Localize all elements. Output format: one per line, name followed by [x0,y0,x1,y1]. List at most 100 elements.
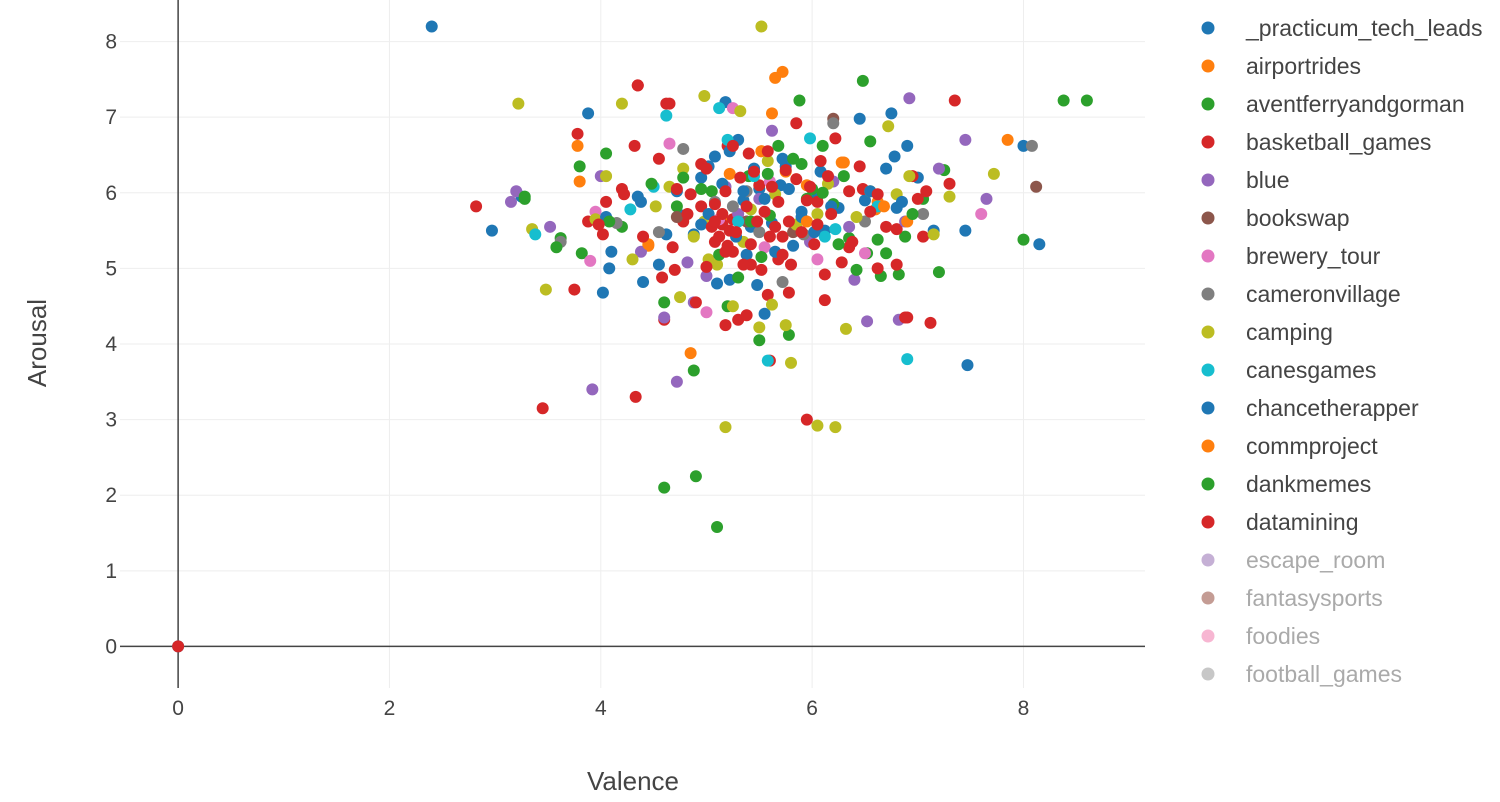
legend-marker [1201,401,1215,415]
data-point [779,164,792,177]
data-point [1030,180,1043,193]
data-point [858,194,871,207]
legend-item-camping[interactable]: camping [1201,319,1333,345]
data-point [631,79,644,92]
x-tick-labels: 0 2 4 6 8 [172,697,1029,720]
data-point [790,117,803,130]
data-point [536,402,549,415]
data-point [821,170,834,183]
data-point [899,230,912,243]
data-point [713,102,726,115]
data-point [615,97,628,110]
legend-item-fantasysports[interactable]: fantasysports [1201,585,1383,611]
legend-item-chancetherapper[interactable]: chancetherapper [1201,395,1419,421]
data-point [658,311,671,324]
zero-lines [120,0,1145,688]
data-point [861,315,874,328]
legend-item-commproject[interactable]: commproject [1201,433,1379,459]
data-point [529,228,542,241]
data-point [829,132,842,145]
data-point [832,238,845,251]
data-point [864,205,877,218]
data-point [814,155,827,168]
data-point [787,239,800,252]
data-point [634,195,647,208]
legend-item-airportrides[interactable]: airportrides [1201,53,1362,79]
data-point [695,218,708,231]
data-point [734,105,747,118]
data-point [624,203,637,216]
data-point [689,470,702,483]
data-point [600,195,613,208]
data-point [544,220,557,233]
data-point [818,230,831,243]
legend-item-escape_room[interactable]: escape_room [1201,547,1386,573]
legend-item-_practicum_tech_leads[interactable]: _practicum_tech_leads [1201,15,1483,41]
data-point [592,218,605,231]
data-point [776,152,789,165]
data-point [835,156,848,169]
data-point [858,247,871,260]
data-point [755,20,768,33]
legend-marker [1201,363,1215,377]
data-point [961,359,974,372]
data-point [660,109,673,122]
data-point [695,171,708,184]
data-point [732,271,745,284]
legend-item-blue[interactable]: blue [1201,167,1290,193]
data-point [470,200,483,213]
series-airportrides [571,65,1014,360]
legend-item-foodies[interactable]: foodies [1201,623,1321,649]
legend-label: escape_room [1246,547,1385,573]
data-point [871,233,884,246]
data-point [582,107,595,120]
data-point [943,177,956,190]
data-point [846,235,859,248]
legend-item-football_games[interactable]: football_games [1201,661,1403,687]
data-point [843,220,856,233]
data-point [959,224,972,237]
data-point [811,195,824,208]
data-point [903,170,916,183]
legend-label: bookswap [1246,205,1350,231]
y-tick-label: 0 [105,635,117,658]
data-point [658,481,671,494]
data-point [761,354,774,367]
legend-item-dankmemes[interactable]: dankmemes [1201,471,1372,497]
data-point [761,155,774,168]
data-point [652,152,665,165]
data-point [1025,139,1038,152]
data-point [811,218,824,231]
data-point [871,188,884,201]
data-point [656,271,669,284]
legend-item-datamining[interactable]: datamining [1201,509,1359,535]
legend-label: football_games [1246,661,1402,687]
data-point [751,215,764,228]
legend-item-cameronvillage[interactable]: cameronvillage [1201,281,1401,307]
data-point [719,319,732,332]
legend-marker [1201,135,1215,149]
y-tick-label: 1 [105,560,117,583]
data-point [573,160,586,173]
data-point [1017,139,1030,152]
data-point [698,90,711,103]
data-point [772,195,785,208]
legend-item-brewery_tour[interactable]: brewery_tour [1201,243,1381,269]
data-point [753,179,766,192]
data-point [573,175,586,188]
data-point [1057,94,1070,107]
legend-marker [1201,325,1215,339]
data-point [634,245,647,258]
legend-item-basketball_games[interactable]: basketball_games [1201,129,1432,155]
legend-label: datamining [1246,509,1359,535]
data-point [795,158,808,171]
data-point [829,421,842,434]
legend-item-aventferryandgorman[interactable]: aventferryandgorman [1201,91,1465,117]
data-point [776,65,789,78]
legend-item-bookswap[interactable]: bookswap [1201,205,1350,231]
legend-item-canesgames[interactable]: canesgames [1201,357,1377,383]
data-point [901,353,914,366]
data-point [742,147,755,160]
data-point [726,139,739,152]
